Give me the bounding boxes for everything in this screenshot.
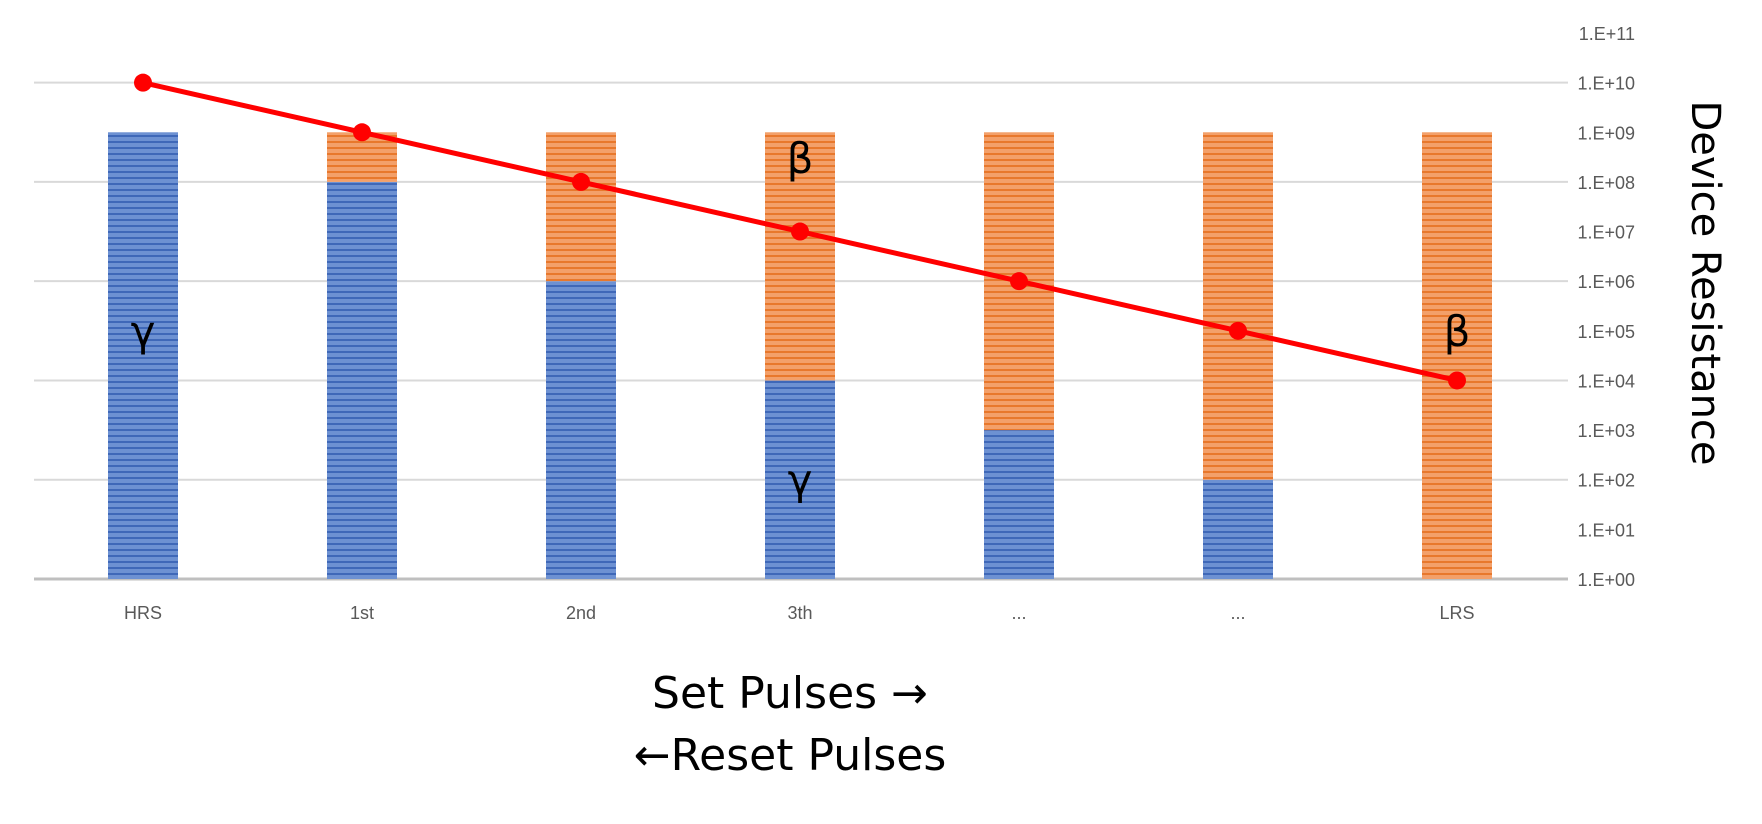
x-category-label: ...: [1011, 603, 1026, 623]
y-tick-label: 1.E+01: [1577, 520, 1635, 540]
annotation-label: γ: [131, 307, 156, 356]
y-tick-label: 1.E+11: [1579, 24, 1635, 44]
y-tick-label: 1.E+04: [1577, 371, 1635, 391]
line-point: [791, 222, 809, 241]
y-tick-label: 1.E+09: [1577, 123, 1635, 143]
bar-segment-orange: [1422, 132, 1492, 580]
line-point: [134, 73, 152, 92]
y-tick-label: 1.E+00: [1577, 570, 1635, 590]
bar-segment-orange: [1203, 132, 1273, 480]
y-tick-label: 1.E+10: [1577, 74, 1635, 94]
y-tick-label: 1.E+05: [1577, 322, 1635, 342]
annotation-label: β: [787, 134, 814, 183]
bar-segment-blue: [108, 132, 178, 580]
y-tick-label: 1.E+07: [1577, 223, 1635, 243]
y-axis-tick-labels: 1.E+00 1.E+01 1.E+02 1.E+03 1.E+04 1.E+05 1.E+…: [1577, 24, 1635, 590]
bar-segment-orange: [765, 132, 835, 381]
y-tick-label: 1.E+02: [1577, 471, 1635, 491]
y-tick-label: 1.E+06: [1577, 272, 1635, 292]
x-axis-category-labels: HRS 1st 2nd 3th...... LRS: [124, 603, 1475, 623]
y-tick-label: 1.E+08: [1577, 173, 1635, 193]
bar-segment-blue: [984, 430, 1054, 579]
line-point: [353, 123, 371, 142]
bar-segment-blue: [765, 380, 835, 579]
x-axis-title-set-pulses: Set Pulses →: [652, 668, 928, 719]
line-point: [1229, 321, 1247, 340]
bar-segment-orange: [546, 132, 616, 282]
bar-segment-blue: [1203, 479, 1273, 579]
x-category-label: 3th: [787, 603, 812, 623]
line-point: [1010, 272, 1028, 291]
y-axis-title: Device Resistance: [1682, 100, 1728, 465]
annotation-label: γ: [788, 456, 813, 505]
resistance-line-series: [134, 73, 1466, 390]
line-point: [1448, 371, 1466, 390]
y-tick-label: 1.E+03: [1577, 421, 1635, 441]
x-axis-title-reset-pulses: ←Reset Pulses: [633, 730, 947, 781]
x-category-label: HRS: [124, 603, 162, 623]
bar-segment-blue: [546, 281, 616, 579]
annotation-label: β: [1444, 307, 1471, 356]
x-category-label: ...: [1230, 603, 1245, 623]
annotations: γ β γ β: [131, 134, 1471, 505]
x-category-label: 1st: [350, 603, 374, 623]
x-category-label: LRS: [1439, 603, 1474, 623]
x-category-label: 2nd: [566, 603, 596, 623]
stacked-bars: [108, 132, 1492, 580]
bar-segment-blue: [327, 181, 397, 579]
line-point: [572, 172, 590, 191]
